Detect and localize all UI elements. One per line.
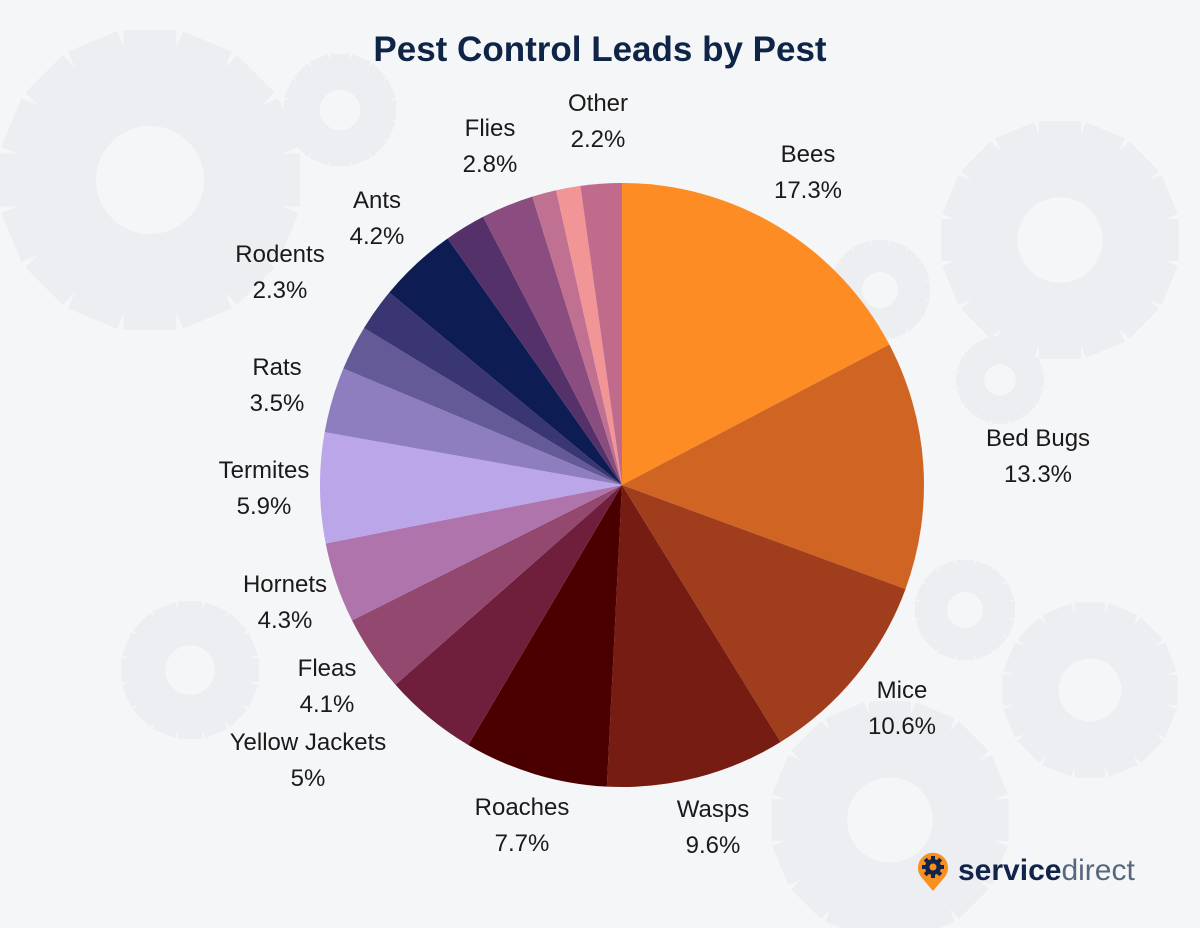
logo-text-bold: service (958, 854, 1062, 887)
pie-slice-rats (324, 368, 622, 485)
data-label-yellow-jackets: Yellow Jackets 5% (230, 725, 387, 797)
slice-name: Rodents (235, 241, 325, 268)
servicedirect-logo: servicedirect (916, 850, 1135, 892)
pie-slice-termites (320, 432, 622, 544)
slice-value: 4.1% (299, 691, 355, 718)
slice-name: Yellow Jackets (229, 729, 387, 756)
pie-slice-bees (622, 183, 890, 485)
slice-value: 4.3% (257, 607, 313, 634)
data-label-rodents: Rodents 2.3% (235, 237, 324, 309)
pie-slice-roaches (468, 485, 622, 787)
data-label-flies: Flies 2.8% (463, 111, 518, 183)
slice-value: 2.8% (462, 151, 518, 178)
gear-icon (121, 601, 259, 739)
slice-name: Flies (464, 115, 516, 142)
pie-slice-other (580, 183, 622, 485)
pie-slice-flies (483, 196, 622, 485)
slice-value: 3.5% (249, 390, 305, 417)
slice-name: Hornets (242, 571, 328, 598)
gear-pin-icon (918, 852, 948, 891)
slice-value: 2.3% (252, 277, 308, 304)
slice-name: Roaches (474, 794, 570, 821)
slice-name: Fleas (297, 655, 357, 682)
pie-slice-ants (389, 238, 622, 485)
data-label-roaches: Roaches 7.7% (475, 790, 570, 862)
gear-icon (771, 701, 1009, 928)
data-label-hornets: Hornets 4.3% (243, 567, 327, 639)
slice-name: Rats (252, 354, 302, 381)
slice-value: 4.2% (349, 223, 405, 250)
chart-title: Pest Control Leads by Pest (373, 30, 827, 69)
slice-name: Ants (352, 187, 402, 214)
data-label-bed-bugs: Bed Bugs 13.3% (986, 421, 1090, 493)
gear-icon (283, 53, 397, 167)
slice-value: 5% (290, 765, 326, 792)
pie-slice-bed-bugs (622, 344, 924, 590)
pie-slice-unlabeled-10 (343, 328, 622, 485)
data-label-bees: Bees 17.3% (774, 137, 842, 209)
data-label-termites: Termites 5.9% (219, 453, 310, 525)
pie-slice-unlabeled-15 (532, 190, 622, 485)
slice-name: Wasps (676, 796, 750, 823)
slice-value: 5.9% (236, 493, 292, 520)
slice-name: Termites (218, 457, 310, 484)
pie-slice-unlabeled-13 (447, 216, 622, 486)
pie-slice-fleas (352, 485, 622, 685)
slice-name: Other (567, 90, 629, 117)
data-label-mice: Mice 10.6% (868, 673, 936, 745)
slice-value: 9.6% (685, 832, 741, 859)
gear-icon (956, 336, 1044, 424)
pie-slice-hornets (325, 485, 622, 621)
pie-slice-wasps (606, 485, 781, 788)
pie-slice-mice (622, 485, 906, 743)
data-label-rats: Rats 3.5% (250, 350, 305, 422)
slice-value: 7.7% (494, 830, 550, 857)
slice-name: Bed Bugs (985, 425, 1091, 452)
slice-name: Mice (876, 677, 928, 704)
gear-icon (0, 30, 300, 330)
data-label-fleas: Fleas 4.1% (298, 651, 357, 723)
gear-icon (915, 560, 1015, 660)
pie-slice-yellow-jackets (395, 485, 622, 745)
data-label-other: Other 2.2% (568, 86, 628, 158)
gear-icon (1002, 602, 1178, 778)
logo-text-light: direct (1061, 854, 1135, 887)
data-label-ants: Ants 4.2% (350, 183, 405, 255)
slice-value: 17.3% (773, 177, 843, 204)
slice-value: 2.2% (570, 126, 626, 153)
pie-slice-rodents (364, 292, 622, 485)
slice-value: 10.6% (867, 713, 937, 740)
data-label-wasps: Wasps 9.6% (677, 792, 749, 864)
slice-name: Bees (780, 141, 836, 168)
slice-value: 13.3% (1003, 461, 1073, 488)
pie-slice-unlabeled-16 (556, 185, 622, 485)
gear-icon (941, 121, 1179, 359)
